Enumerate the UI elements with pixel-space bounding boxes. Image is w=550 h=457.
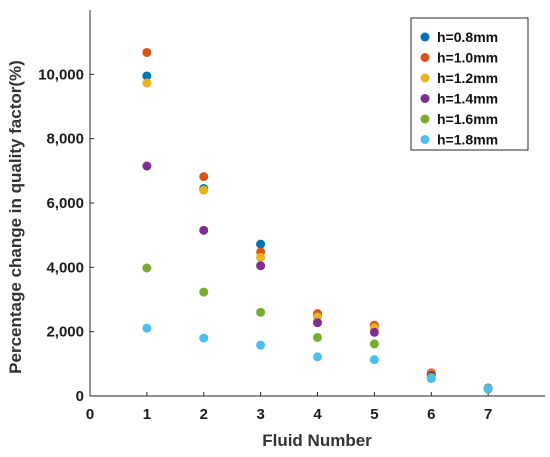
y-axis-title: Percentage change in quality factor(%) xyxy=(6,60,25,374)
data-point xyxy=(142,71,152,81)
data-point xyxy=(199,185,209,195)
data-point xyxy=(256,252,266,262)
x-tick-label: 1 xyxy=(143,406,151,423)
data-point xyxy=(142,47,152,57)
y-tick-label: 6,000 xyxy=(46,195,84,212)
legend-marker xyxy=(420,32,430,42)
data-point xyxy=(313,352,322,362)
data-point xyxy=(256,261,266,271)
legend-marker xyxy=(420,135,430,144)
y-tick-label: 8,000 xyxy=(46,131,84,148)
legend-marker xyxy=(420,53,430,62)
x-axis-title: Fluid Number xyxy=(262,431,372,450)
data-point xyxy=(313,318,322,328)
legend-marker xyxy=(420,114,430,124)
data-point xyxy=(313,332,322,342)
y-tick-label: 2,000 xyxy=(46,324,84,341)
x-tick-label: 5 xyxy=(370,406,378,423)
y-ticks: 0 2,000 4,000 6,000 8,000 10,000 xyxy=(38,66,94,405)
legend-marker xyxy=(420,94,430,103)
data-points xyxy=(142,47,493,394)
data-point xyxy=(199,225,209,235)
data-point xyxy=(142,78,152,88)
legend-label: h=1.8mm xyxy=(437,132,498,148)
x-tick-label: 3 xyxy=(256,406,264,423)
data-point xyxy=(256,239,266,249)
legend-box xyxy=(410,17,529,151)
x-ticks: 0 1 2 3 4 5 6 7 xyxy=(86,392,492,423)
data-point xyxy=(369,355,379,365)
data-point xyxy=(256,340,266,350)
y-tick-label: 4,000 xyxy=(46,259,84,276)
data-point xyxy=(199,287,209,297)
data-point xyxy=(199,333,209,343)
legend: h=0.8mm h=1.0mm h=1.2mm h=1.4mm h=1.6mm h=1.8… xyxy=(410,17,529,151)
legend-marker xyxy=(420,73,430,83)
x-tick-label: 0 xyxy=(86,406,94,423)
legend-label: h=1.0mm xyxy=(437,50,498,66)
data-point xyxy=(142,263,152,273)
legend-label: h=1.6mm xyxy=(437,111,498,127)
x-tick-label: 4 xyxy=(313,406,322,423)
y-tick-label: 0 xyxy=(76,388,84,405)
x-tick-label: 2 xyxy=(200,406,208,423)
legend-label: h=1.2mm xyxy=(437,70,498,86)
x-tick-label: 6 xyxy=(427,406,435,423)
data-point xyxy=(256,307,266,317)
data-point xyxy=(369,339,379,349)
x-tick-label: 7 xyxy=(484,406,492,423)
y-tick-label: 10,000 xyxy=(38,66,84,83)
data-point xyxy=(199,172,209,182)
data-point xyxy=(142,323,152,333)
data-point xyxy=(142,161,152,171)
legend-label: h=0.8mm xyxy=(437,29,498,45)
legend-label: h=1.4mm xyxy=(437,91,498,107)
data-point xyxy=(426,374,436,384)
data-point xyxy=(483,384,493,394)
data-point xyxy=(369,327,379,337)
